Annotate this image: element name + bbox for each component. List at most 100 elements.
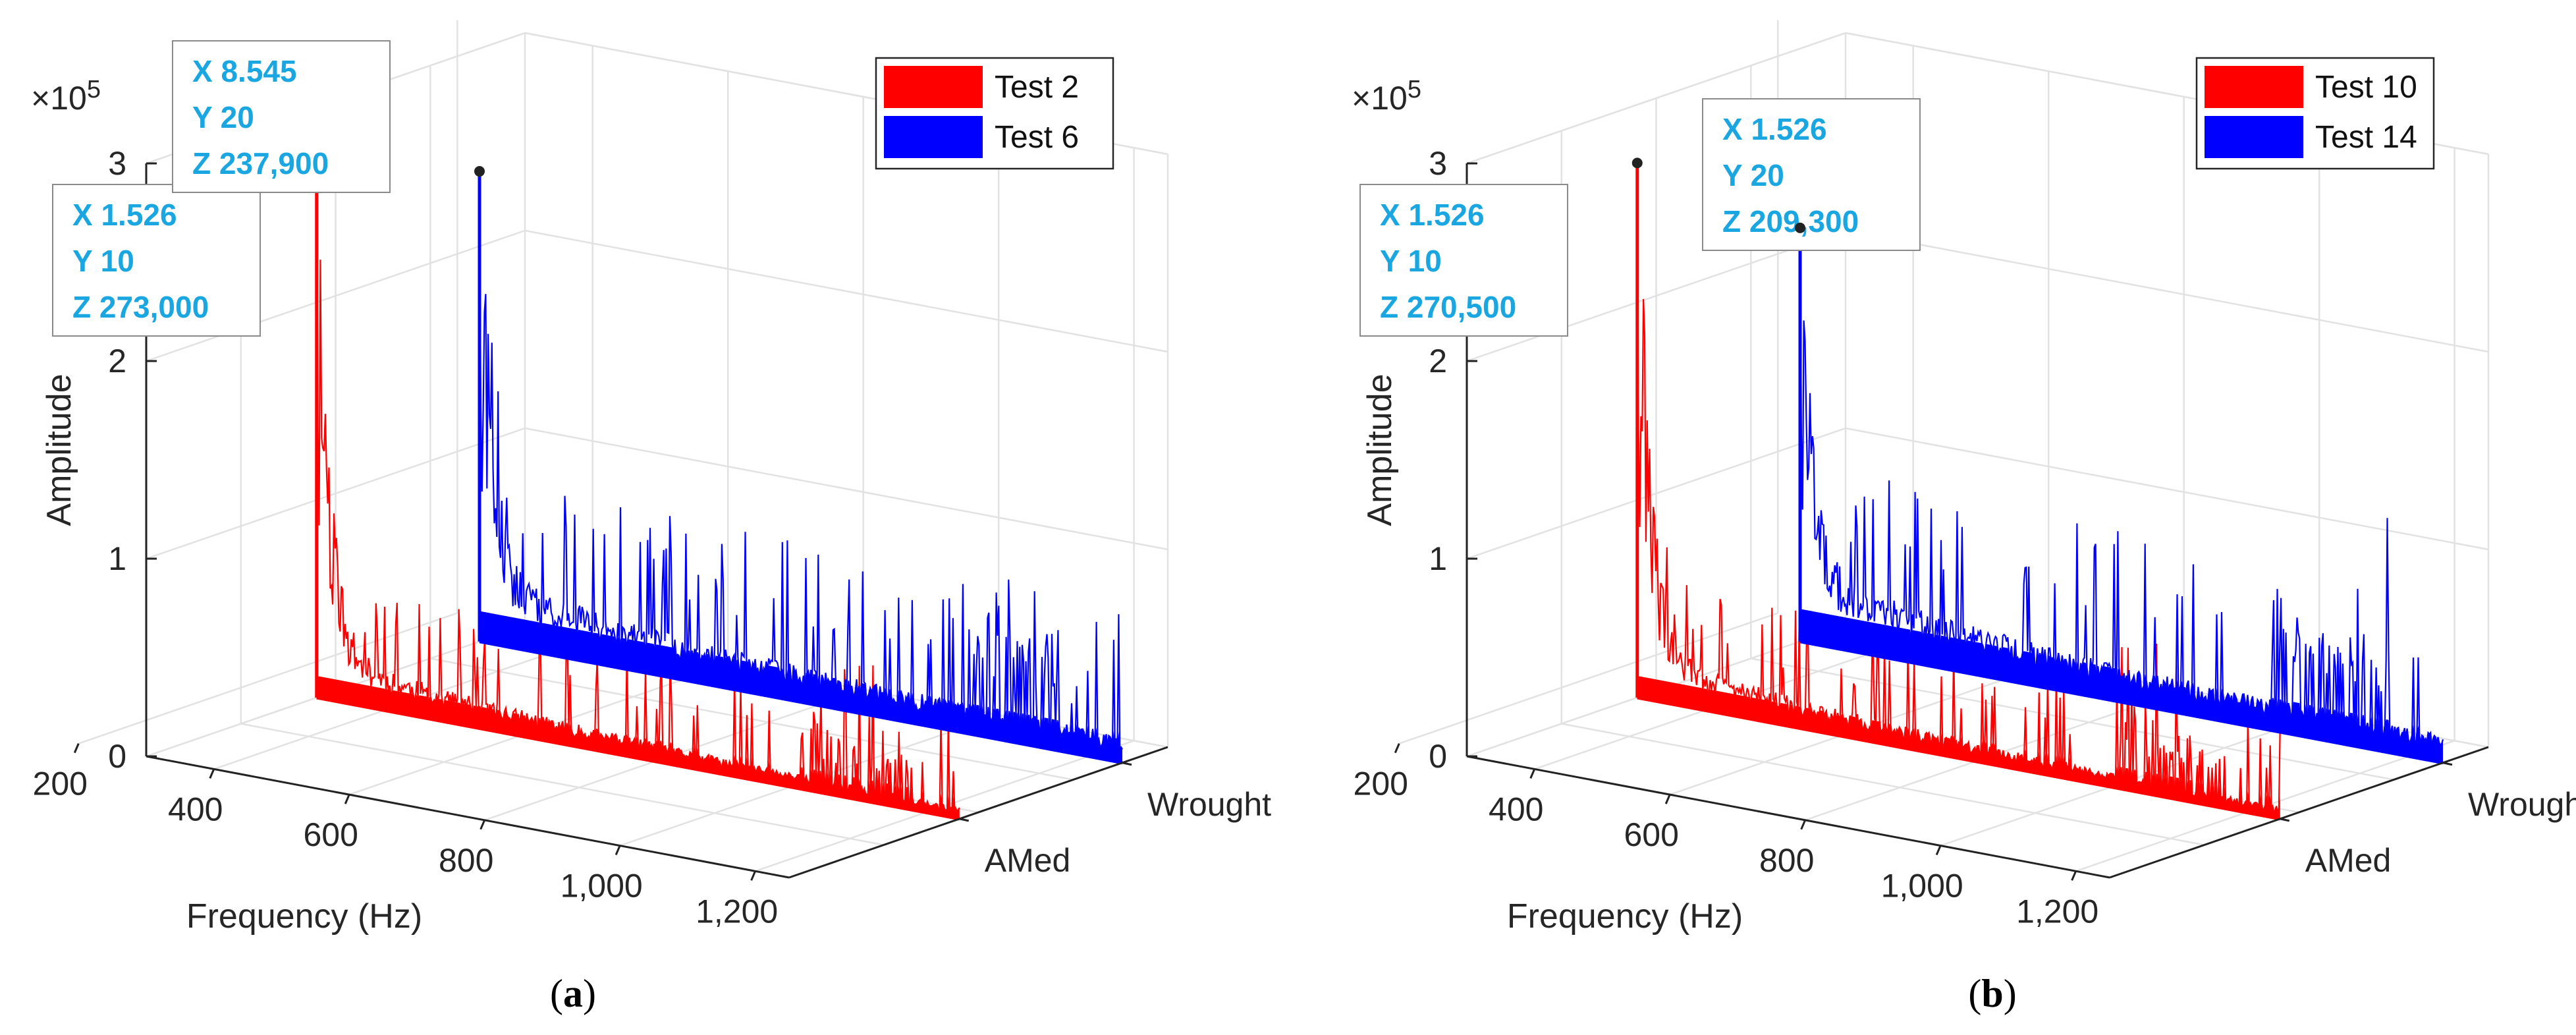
x-tick (750, 870, 757, 881)
grid-line (78, 612, 458, 744)
datatip-line: Y 20 (1722, 158, 1784, 192)
y-tick (959, 818, 970, 822)
datatip-line: Z 237,900 (192, 146, 329, 181)
legend: Test 10 Test 14 (2195, 57, 2435, 170)
datatip-marker (1631, 157, 1643, 169)
datatip-box (1702, 98, 1921, 251)
legend-entry-label: Test 10 (2315, 70, 2417, 105)
z-tick-label: 1 (108, 540, 126, 577)
spectrum-line (1799, 227, 2444, 747)
spectrum-fill (1637, 675, 2280, 819)
z-tick-label: 2 (1429, 343, 1447, 379)
y-tick (1122, 762, 1132, 766)
datatip-marker (474, 166, 485, 177)
x-tick (1529, 768, 1536, 779)
panel-a: 0123×1052004006008001,0001,200AMedWrough… (31, 20, 1271, 1015)
datatip-line: Z 273,000 (72, 290, 209, 324)
series-test-10 (1635, 163, 2281, 821)
axis-exponent-power: 5 (87, 76, 101, 103)
z-tick-label: 3 (108, 145, 126, 182)
grid-line (1751, 657, 2394, 781)
caption-close-paren: ) (2004, 972, 2017, 1015)
datatip-line: X 1.526 (1722, 112, 1827, 146)
x-tick-label: 400 (168, 791, 223, 827)
axis-exponent-base: ×10 (31, 80, 87, 117)
y-tick-label: Wrought (2468, 786, 2576, 823)
series-test-14 (1798, 227, 2444, 765)
grid-line (1466, 32, 1846, 165)
grid-line (1561, 723, 2205, 846)
z-tick-label: 2 (108, 343, 126, 379)
x-tick (2071, 870, 2077, 881)
datatip-line: Y 20 (192, 100, 254, 134)
datatip: X 1.526 Y 20 Z 209,300 (1702, 98, 1921, 251)
x-tick (1394, 743, 1400, 754)
spectrum-line (1636, 163, 2281, 814)
caption-letter: b (1981, 972, 2003, 1015)
caption-letter: a (563, 972, 583, 1015)
z-tick-label: 1 (1429, 540, 1447, 577)
grid-line (1845, 427, 2489, 551)
y-tick-label: Wrought (1147, 786, 1271, 823)
datatip-box (1359, 184, 1568, 337)
datatip: X 8.545 Y 20 Z 237,900 (172, 40, 485, 193)
spectrum-line (478, 171, 1123, 750)
x-tick (1664, 794, 1671, 804)
y-axis-line (2109, 746, 2489, 879)
datatip-line: X 1.526 (72, 198, 177, 232)
x-tick-label: 1,200 (2016, 893, 2098, 930)
x-tick-label: 1,000 (561, 868, 643, 905)
axis-exponent-label: ×105 (31, 76, 101, 117)
z-tick-label: 0 (1429, 738, 1447, 775)
x-tick-label: 800 (439, 842, 493, 879)
legend-entry-label: Test 2 (995, 70, 1079, 105)
x-tick (480, 820, 486, 830)
grid-line (1845, 229, 2489, 353)
y-tick (2442, 762, 2453, 766)
datatip-line: Z 270,500 (1380, 290, 1516, 324)
datatip-line: Z 209,300 (1722, 204, 1859, 238)
datatip-line: X 8.545 (192, 54, 297, 88)
legend-entry-label: Test 6 (995, 120, 1079, 155)
axis-exponent-base: ×10 (1352, 80, 1408, 117)
spectrum-fill (480, 611, 1122, 763)
legend-swatch (884, 66, 983, 108)
spectrum-fill (316, 675, 960, 819)
legend-swatch (884, 116, 983, 158)
x-tick (1800, 820, 1807, 830)
z-tick-label: 0 (108, 738, 126, 775)
baseline (1799, 640, 2444, 765)
x-tick (1935, 845, 1942, 856)
x-tick-label: 400 (1489, 791, 1543, 827)
legend-entry-label: Test 14 (2315, 120, 2417, 155)
grid-line (524, 229, 1168, 353)
z-axis-title: Amplitude (40, 374, 78, 526)
spectrum-fill (1800, 609, 2443, 763)
baseline (316, 696, 960, 821)
x-tick (209, 768, 215, 779)
x-axis-line (146, 755, 790, 879)
x-tick (615, 845, 621, 856)
datatip-box (52, 184, 261, 337)
series-test-6 (478, 171, 1123, 765)
axis-exponent-power: 5 (1408, 76, 1421, 103)
x-tick-label: 600 (1624, 816, 1678, 853)
baseline (479, 640, 1123, 765)
x-tick (344, 794, 350, 804)
spectrum-line (315, 157, 960, 813)
panel-caption: (b) (1968, 972, 2016, 1015)
datatip-box (172, 40, 391, 193)
z-tick-label: 3 (1429, 145, 1447, 182)
x-axis-title: Frequency (Hz) (1507, 897, 1743, 936)
baseline (1637, 696, 2281, 821)
legend: Test 2 Test 6 (875, 57, 1114, 170)
x-tick-label: 200 (1354, 766, 1408, 802)
x-tick-label: 800 (1759, 842, 1814, 879)
grid-line (240, 723, 885, 846)
datatip-line: Y 10 (1380, 244, 1442, 278)
caption-open-paren: ( (1968, 972, 1981, 1015)
grid-line (755, 740, 1135, 872)
legend-swatch (2205, 116, 2303, 158)
axis-exponent-label: ×105 (1352, 76, 1421, 117)
